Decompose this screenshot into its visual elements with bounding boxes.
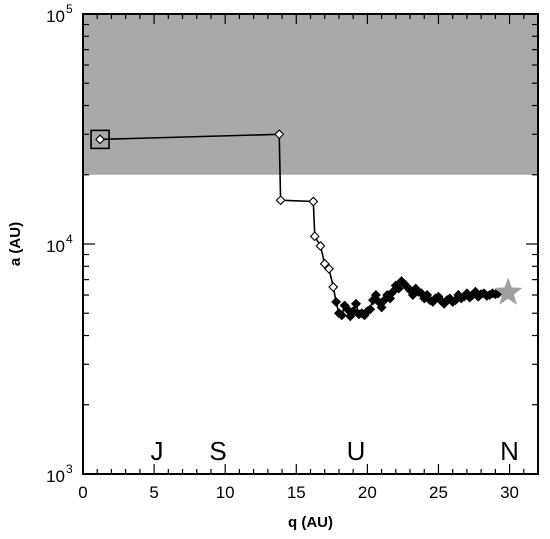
end-star-marker [493, 277, 523, 305]
y-tick-label: 10 [46, 7, 65, 26]
y-tick-label: 10 [46, 237, 65, 256]
data-point [376, 302, 387, 313]
data-point [328, 282, 339, 293]
axis-ticks [82, 14, 539, 475]
data-point [324, 263, 334, 274]
data-point [331, 296, 342, 307]
x-tick-label: 20 [358, 483, 377, 502]
data-point [95, 134, 106, 145]
data-point [385, 293, 396, 304]
y-axis-label: a (AU) [7, 222, 24, 266]
y-tick-exponent: 4 [66, 232, 73, 246]
data-point [319, 258, 330, 269]
x-tick-label: 15 [287, 483, 306, 502]
data-point [351, 298, 361, 309]
x-tick-labels: 0 5 10 15 20 25 30 [78, 483, 519, 502]
y-tick-exponent: 5 [66, 2, 73, 16]
planet-label: S [209, 436, 226, 466]
data-point [308, 196, 319, 207]
data-point [365, 304, 376, 315]
x-tick-label: 5 [149, 483, 158, 502]
y-tick-label: 10 [46, 467, 65, 486]
data-point [274, 129, 285, 140]
x-tick-label: 30 [500, 483, 519, 502]
x-tick-label: 10 [216, 483, 235, 502]
start-square-marker [90, 129, 110, 150]
data-point [370, 290, 381, 301]
series-points [95, 129, 504, 322]
data-point [315, 241, 326, 251]
y-tick-exponent: 3 [66, 462, 73, 476]
data-point [309, 231, 320, 242]
x-axis-label: q (AU) [288, 514, 333, 531]
x-tick-label: 0 [78, 483, 87, 502]
x-tick-label: 25 [429, 483, 448, 502]
data-point [275, 195, 286, 206]
data-point [336, 310, 347, 321]
planet-label: U [347, 436, 366, 466]
shaded-region [83, 14, 538, 175]
data-point [393, 283, 404, 294]
planet-label: N [500, 436, 519, 466]
planet-label: J [150, 436, 163, 466]
